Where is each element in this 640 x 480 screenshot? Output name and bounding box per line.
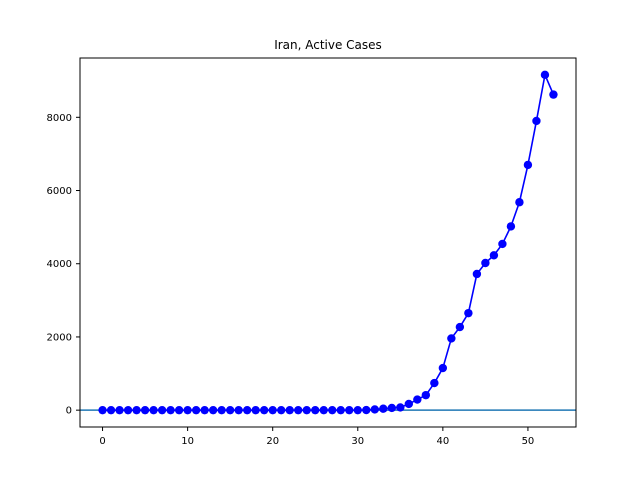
data-point: [174, 405, 184, 415]
data-point: [285, 405, 294, 415]
data-point: [336, 405, 345, 415]
data-point: [396, 403, 405, 412]
data-point: [506, 222, 516, 231]
data-point: [191, 405, 201, 415]
y-tick-label: 4000: [47, 259, 72, 270]
data-point: [421, 390, 431, 400]
data-point: [98, 405, 107, 415]
data-point: [132, 405, 141, 415]
y-tick-label: 2000: [47, 332, 72, 343]
x-tick-label: 20: [266, 436, 279, 447]
data-point: [353, 405, 362, 415]
data-point: [489, 251, 499, 260]
data-point: [225, 405, 235, 415]
x-tick-label: 50: [522, 436, 535, 447]
data-point: [540, 70, 550, 80]
data-point: [319, 405, 328, 415]
axes-frame: [79, 57, 577, 428]
data-point: [166, 405, 175, 415]
data-point: [532, 116, 541, 126]
x-tick-label: 0: [99, 436, 105, 447]
data-point: [404, 399, 414, 409]
data-point: [277, 405, 286, 415]
plot-area: [80, 70, 576, 415]
data-point: [106, 405, 116, 415]
x-axis: 0 10 20 30 40 50: [99, 427, 534, 447]
data-point: [464, 308, 473, 318]
data-point: [268, 405, 277, 415]
data-point: [328, 405, 337, 415]
data-point: [472, 269, 482, 279]
y-tick-label: 0: [66, 406, 72, 417]
y-tick-label: 8000: [47, 113, 72, 124]
y-axis: 0 2000 4000 6000 8000: [47, 113, 80, 417]
data-point: [259, 405, 269, 415]
y-tick-label: 6000: [47, 186, 72, 197]
data-point: [123, 405, 133, 415]
data-point: [302, 405, 311, 415]
data-point: [430, 378, 439, 388]
x-tick-label: 30: [351, 436, 364, 447]
data-point: [379, 404, 388, 413]
data-point: [438, 363, 448, 373]
data-point: [481, 258, 490, 268]
data-point: [362, 405, 371, 415]
series-line: [102, 74, 555, 411]
data-point: [447, 334, 456, 343]
x-tick-label: 10: [181, 436, 194, 447]
data-point: [498, 239, 507, 249]
data-point: [294, 405, 303, 415]
data-point: [242, 405, 252, 415]
data-point: [140, 405, 150, 415]
data-point: [208, 405, 218, 415]
data-point: [311, 405, 320, 415]
data-point: [370, 405, 379, 414]
data-point: [217, 405, 226, 415]
data-point: [455, 322, 465, 332]
data-point: [523, 160, 533, 170]
chart-title: Iran, Active Cases: [274, 38, 382, 52]
data-point: [200, 405, 209, 415]
data-point: [234, 405, 243, 415]
data-point: [515, 198, 524, 207]
data-point: [183, 405, 192, 415]
x-tick-label: 40: [436, 436, 449, 447]
data-point: [149, 405, 158, 415]
data-point: [549, 90, 558, 99]
data-point: [413, 395, 422, 404]
data-point: [115, 405, 124, 415]
data-point: [345, 405, 354, 415]
data-point: [157, 405, 167, 415]
data-point: [387, 403, 397, 413]
data-point: [251, 405, 260, 415]
